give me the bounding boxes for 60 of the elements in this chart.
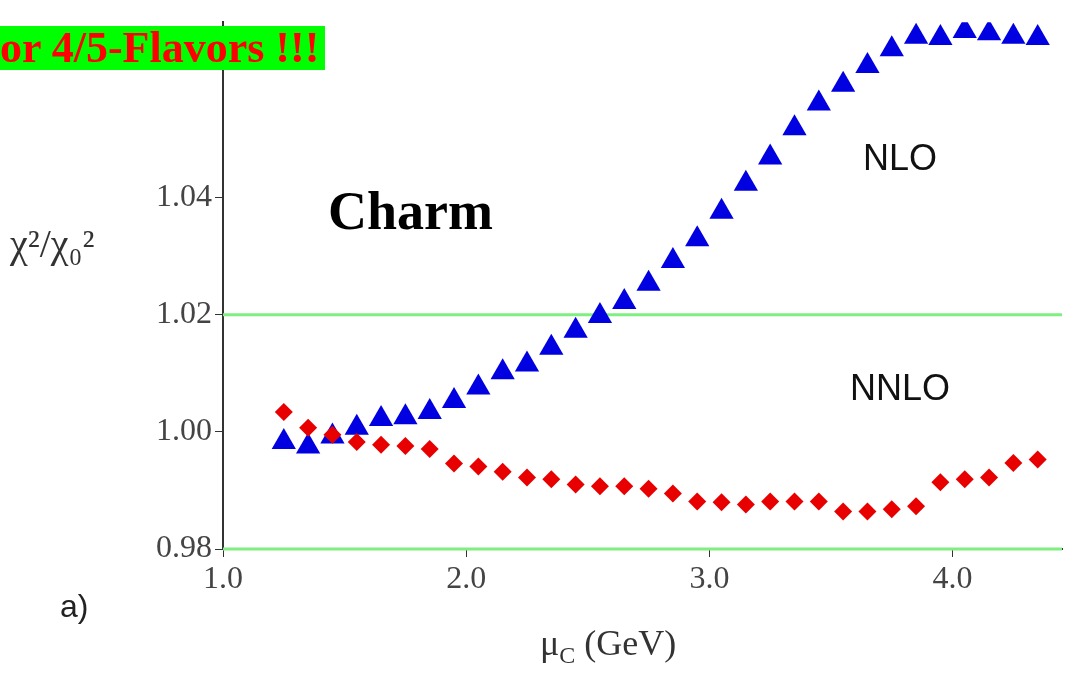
point bbox=[882, 500, 901, 519]
point bbox=[855, 52, 880, 74]
series-label: NNLO bbox=[849, 366, 951, 408]
point bbox=[1001, 22, 1026, 44]
point bbox=[928, 24, 953, 45]
point bbox=[785, 492, 804, 511]
y-tick-label: 1.04 bbox=[156, 177, 212, 214]
point bbox=[660, 247, 686, 269]
annotation: or 4/5-Flavors !!! bbox=[0, 23, 326, 72]
point bbox=[831, 70, 856, 92]
point bbox=[566, 475, 585, 494]
x-tick-label: 4.0 bbox=[932, 558, 973, 595]
point bbox=[834, 502, 853, 521]
point bbox=[955, 470, 974, 489]
point bbox=[396, 436, 415, 455]
x-tick-label: 3.0 bbox=[689, 558, 730, 595]
point bbox=[542, 470, 561, 489]
point bbox=[709, 197, 734, 219]
x-axis-title: μ$_{C}$ (GeV) bbox=[540, 622, 677, 670]
text: a) bbox=[60, 588, 89, 625]
point bbox=[688, 492, 707, 511]
point bbox=[590, 477, 609, 496]
point bbox=[372, 435, 391, 454]
point bbox=[761, 492, 780, 511]
point bbox=[809, 492, 828, 511]
point bbox=[663, 484, 682, 503]
point bbox=[903, 22, 929, 44]
point bbox=[420, 439, 439, 458]
y-axis-title: χ²/χ₀² bbox=[10, 220, 95, 267]
point bbox=[587, 302, 613, 324]
point bbox=[1025, 24, 1050, 45]
annotation: Charm bbox=[328, 180, 493, 242]
point bbox=[615, 477, 634, 496]
point bbox=[782, 114, 807, 136]
point bbox=[931, 473, 950, 492]
x-tick-label: 2.0 bbox=[446, 558, 487, 595]
point bbox=[469, 457, 488, 476]
point bbox=[758, 143, 783, 165]
point bbox=[1028, 450, 1047, 469]
point bbox=[517, 468, 536, 487]
point bbox=[879, 35, 904, 57]
point bbox=[907, 497, 926, 516]
point bbox=[347, 432, 366, 451]
point bbox=[806, 89, 831, 111]
point bbox=[980, 468, 999, 487]
point bbox=[736, 495, 755, 514]
y-tick-label: 1.00 bbox=[156, 411, 212, 448]
point bbox=[858, 502, 877, 521]
y-tick-label: 1.02 bbox=[156, 294, 212, 331]
point bbox=[299, 418, 318, 437]
point bbox=[685, 225, 710, 247]
series-label: NLO bbox=[862, 136, 938, 178]
point bbox=[733, 169, 758, 191]
point bbox=[639, 479, 658, 498]
point bbox=[1004, 453, 1023, 472]
point bbox=[445, 454, 464, 473]
point bbox=[712, 493, 731, 512]
point bbox=[636, 269, 661, 291]
point bbox=[493, 462, 512, 481]
point bbox=[274, 403, 293, 422]
